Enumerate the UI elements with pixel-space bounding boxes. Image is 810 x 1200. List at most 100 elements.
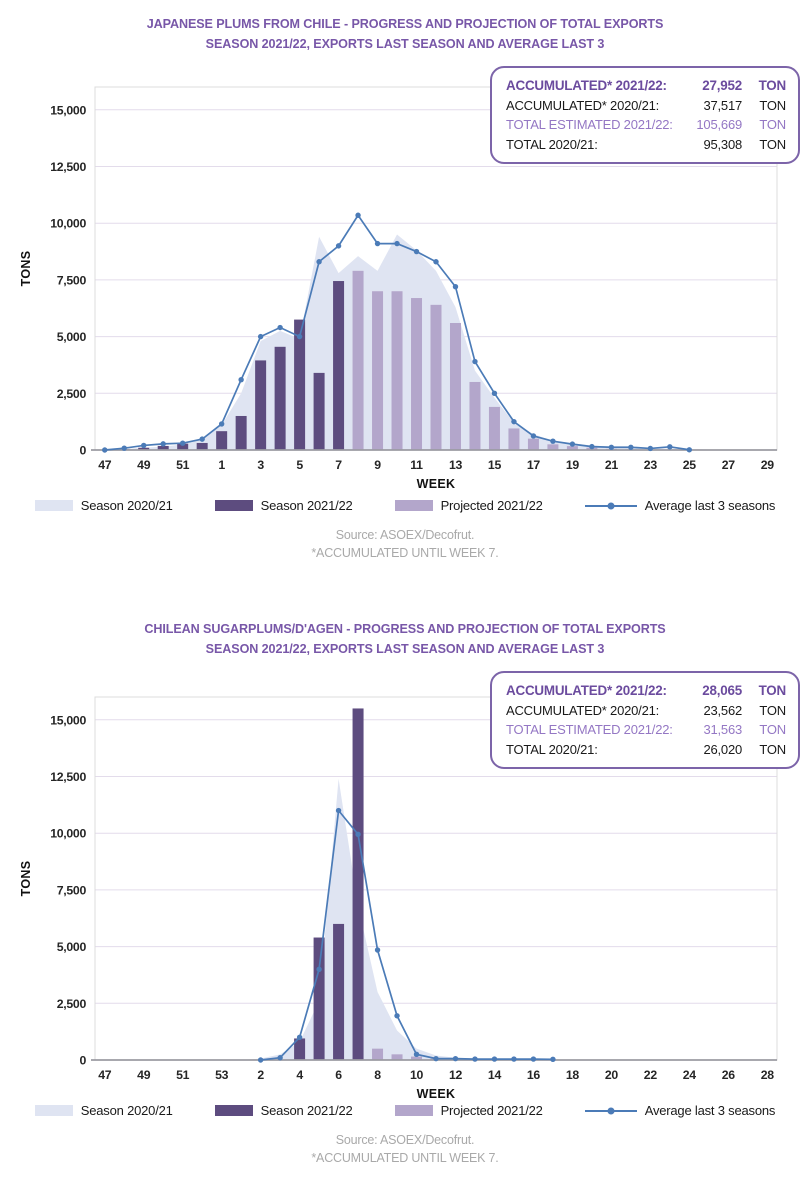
summary-row-accumulated-2020-21: ACCUMULATED* 2020/21: 23,562 TON: [506, 701, 786, 721]
legend-item-projected-2021-22: Projected 2021/22: [394, 1103, 543, 1118]
bar-projected-2021-22-week-19: [566, 446, 578, 450]
average-dot-week-4: [277, 324, 283, 331]
x-tick-label: 5: [296, 458, 303, 472]
line-marker-icon: [607, 1107, 615, 1114]
bar-swatch-icon: [394, 500, 433, 511]
bar-season-2021-22-week-4: [274, 346, 286, 450]
average-dot-week-11: [433, 1055, 439, 1062]
x-tick-label: 23: [644, 458, 658, 472]
legend-item-average-last-3: Average last 3 seasons: [584, 1103, 775, 1118]
average-dot-week-9: [394, 1013, 400, 1019]
bar-projected-2021-22-week-9: [372, 291, 384, 450]
average-dot-week-17: [530, 433, 537, 439]
average-dot-week-50: [160, 441, 166, 447]
x-tick-label: 49: [137, 458, 151, 472]
week-axis-title: WEEK: [417, 1087, 456, 1101]
bar-swatch-icon: [214, 500, 253, 511]
y-tick-label: 15,000: [50, 103, 86, 117]
y-tick-label: 5,000: [57, 330, 87, 344]
x-tick-label: 51: [176, 458, 190, 472]
x-tick-label: 28: [761, 1068, 775, 1082]
y-tick-label: 0: [79, 1054, 86, 1068]
summary-label: TOTAL ESTIMATED 2021/22:: [506, 722, 673, 737]
x-tick-label: 13: [449, 458, 463, 472]
average-dot-week-13: [452, 284, 459, 290]
chart-title-line1: CHILEAN SUGARPLUMS/D'AGEN - PROGRESS AND…: [144, 622, 666, 636]
bar-season-2021-22-week-2: [235, 415, 247, 450]
x-tick-label: 29: [761, 458, 775, 472]
average-dot-week-16: [530, 1056, 537, 1062]
summary-label: TOTAL ESTIMATED 2021/22:: [506, 117, 673, 132]
y-tick-label: 12,500: [50, 770, 86, 784]
area-season-2020-21: [104, 778, 768, 1060]
bar-projected-2021-22-week-17: [527, 438, 539, 450]
bar-season-2021-22-week-3: [255, 360, 267, 450]
bar-projected-2021-22-week-12: [430, 304, 442, 450]
summary-unit: TON: [759, 136, 786, 152]
average-dot-week-12: [452, 1055, 459, 1062]
summary-value: 105,669: [696, 117, 742, 132]
average-dot-week-15: [491, 390, 498, 396]
summary-label: TOTAL 2020/21:: [506, 741, 598, 757]
summary-label: ACCUMULATED* 2021/22:: [506, 78, 667, 93]
average-dot-week-2: [257, 1057, 264, 1063]
average-dot-week-8: [374, 947, 381, 953]
x-tick-label: 17: [527, 458, 541, 472]
x-tick-label: 22: [644, 1068, 658, 1082]
x-tick-label: 21: [605, 458, 619, 472]
legend-label: Projected 2021/22: [440, 1103, 543, 1118]
average-dot-week-11: [413, 248, 420, 255]
bar-season-2021-22-week-51: [177, 443, 189, 450]
average-dot-week-48: [121, 445, 127, 451]
source-note: Source: ASOEX/Decofrut.: [335, 1133, 475, 1147]
average-dot-week-3: [277, 1055, 283, 1061]
bar-projected-2021-22-week-15: [488, 406, 500, 450]
average-dot-week-25: [686, 447, 693, 453]
legend-item-projected-2021-22: Projected 2021/22: [394, 498, 543, 513]
summary-unit: TON: [759, 741, 786, 757]
summary-row-accumulated-2021-22: ACCUMULATED* 2021/22: 27,952 TON: [506, 76, 786, 96]
tons-axis-title: TONS: [19, 251, 33, 287]
average-dot-week-6: [316, 259, 322, 265]
legend-item-season-2020-21: Season 2020/21: [34, 1103, 173, 1118]
y-tick-label: 2,500: [57, 387, 87, 401]
x-tick-label: 51: [176, 1068, 190, 1082]
line-marker-icon: [607, 502, 615, 509]
x-tick-label: 26: [722, 1068, 736, 1082]
week-axis-title: WEEK: [417, 477, 456, 491]
x-tick-label: 49: [137, 1068, 151, 1082]
bar-projected-2021-22-week-10: [391, 291, 403, 450]
average-dot-week-3: [257, 333, 264, 340]
chilean-sugarplums-chart-section: 0 2,500 5,000 7,500 10,000 12,500 15,000 47 49 51…: [0, 605, 810, 1200]
x-tick-label: 16: [527, 1068, 541, 1082]
summary-value: 23,562: [703, 702, 742, 718]
legend-label: Season 2020/21: [80, 1103, 173, 1118]
summary-value: 26,020: [703, 741, 742, 757]
summary-unit: TON: [759, 702, 786, 718]
footnote: *ACCUMULATED UNTIL WEEK 7.: [311, 546, 499, 560]
y-tick-label: 15,000: [50, 713, 86, 727]
summary-row-accumulated-2020-21: ACCUMULATED* 2020/21: 37,517 TON: [506, 96, 786, 116]
x-tick-label: 3: [257, 458, 264, 472]
bar-season-2021-22-week-7: [352, 708, 364, 1060]
summary-unit: TON: [759, 97, 786, 113]
bar-season-2021-22-week-49: [138, 447, 150, 450]
bar-season-2021-22-week-6: [313, 372, 325, 450]
average-dot-week-9: [374, 240, 381, 247]
x-tick-label: 19: [566, 458, 580, 472]
average-dot-week-24: [667, 444, 673, 450]
x-tick-label: 25: [683, 458, 697, 472]
legend-item-season-2021-22: Season 2021/22: [214, 1103, 353, 1118]
summary-box: ACCUMULATED* 2021/22: 28,065 TON ACCUMUL…: [490, 671, 800, 769]
average-dot-week-5: [296, 333, 303, 340]
bar-projected-2021-22-week-14: [469, 381, 481, 450]
legend-label: Season 2021/22: [260, 498, 353, 513]
x-tick-label: 20: [605, 1068, 619, 1082]
average-dot-week-10: [394, 240, 400, 247]
average-dot-week-14: [472, 358, 478, 365]
legend-item-average-last-3: Average last 3 seasons: [584, 498, 775, 513]
bar-season-2021-22-week-5: [294, 319, 306, 450]
chart-title: CHILEAN SUGARPLUMS/D'AGEN - PROGRESS AND…: [0, 619, 810, 659]
line-swatch-icon: [584, 502, 637, 509]
footnote: *ACCUMULATED UNTIL WEEK 7.: [311, 1151, 499, 1165]
